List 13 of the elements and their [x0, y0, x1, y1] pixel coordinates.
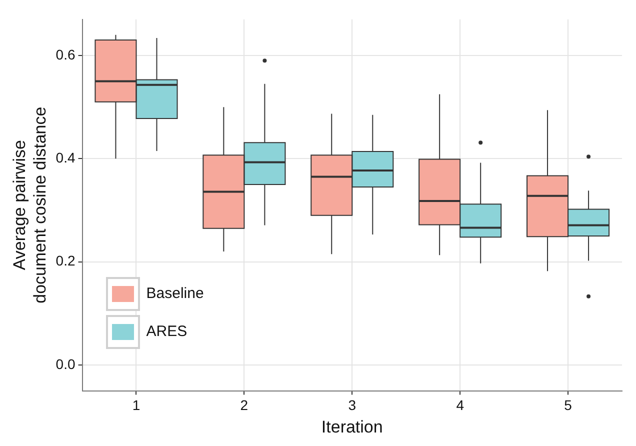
x-axis-title: Iteration — [321, 417, 383, 436]
y-axis-title: Average pairwise document cosine distance — [10, 106, 50, 304]
x-tick-label: 1 — [132, 397, 140, 414]
y-tick-label: 0.0 — [56, 356, 76, 372]
legend-label: ARES — [146, 323, 188, 340]
x-tick-label: 5 — [564, 397, 572, 414]
y-tick-label: 0.4 — [56, 150, 76, 166]
x-tick-label: 4 — [456, 397, 464, 414]
x-tick-label: 3 — [348, 397, 356, 414]
legend-label: Baseline — [146, 285, 204, 302]
y-tick-label: 0.6 — [56, 46, 76, 62]
y-tick-label: 0.2 — [56, 252, 76, 269]
x-tick-label: 2 — [240, 397, 248, 414]
